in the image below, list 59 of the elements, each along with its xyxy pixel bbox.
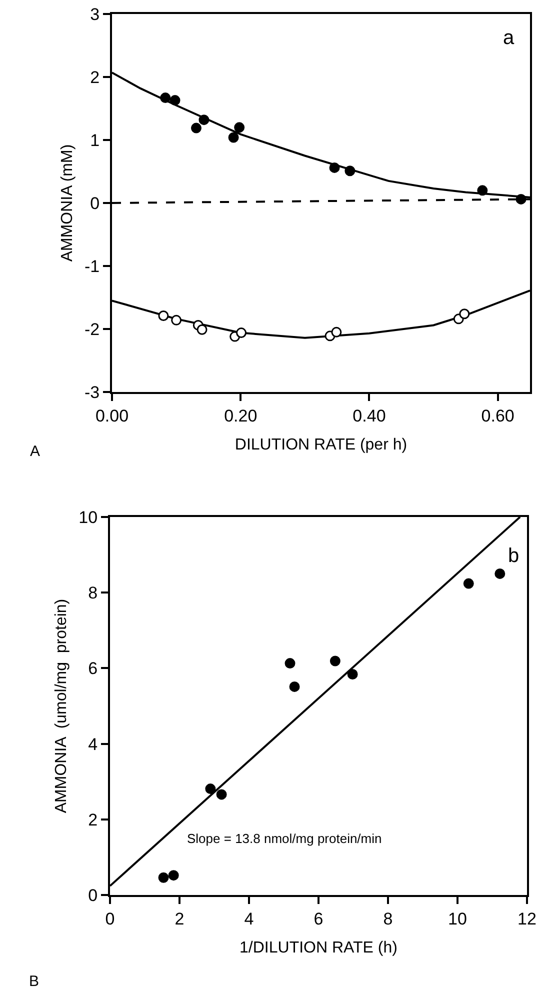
- text: B: [29, 973, 40, 987]
- point: [347, 669, 358, 680]
- x-tick-label: 10: [448, 909, 467, 928]
- point: [330, 656, 340, 666]
- annotation: a: [503, 27, 515, 49]
- y-tick-label: 8: [88, 584, 98, 603]
- point: [168, 870, 179, 881]
- y-tick-label: -2: [84, 320, 100, 339]
- point: [331, 326, 342, 338]
- point: [228, 132, 239, 143]
- x-tick-label: 2: [174, 909, 184, 928]
- x-tick-label: 4: [244, 909, 254, 928]
- x-axis-title: 1/DILUTION RATE (h): [240, 940, 398, 957]
- annotation: b: [508, 545, 520, 567]
- x-tick-label: 0.60: [481, 406, 514, 426]
- y-tick-label: 0: [90, 194, 100, 213]
- point: [236, 328, 247, 338]
- point: [284, 658, 296, 669]
- point: [158, 872, 169, 883]
- x-tick-label: 12: [518, 909, 536, 928]
- point: [205, 784, 216, 794]
- x-tick-label: 6: [314, 909, 324, 928]
- point: [494, 568, 506, 579]
- point: [171, 314, 182, 326]
- point: [158, 310, 169, 322]
- x-tick-label: 0.20: [224, 406, 258, 426]
- text: A: [30, 443, 40, 460]
- point: [289, 681, 300, 692]
- point: [190, 122, 202, 134]
- y-tick-label: 3: [90, 4, 100, 24]
- y-tick-label: 2: [90, 68, 100, 87]
- point: [216, 789, 227, 800]
- x-tick-label: 0.00: [95, 406, 129, 426]
- y-tick-label: -1: [84, 256, 100, 276]
- y-tick-label: 2: [88, 810, 98, 830]
- y-tick-label: -3: [84, 382, 100, 402]
- x-tick-label: 8: [383, 909, 393, 928]
- point: [516, 194, 526, 204]
- point: [234, 122, 245, 133]
- x-tick-label: 0.40: [352, 406, 386, 426]
- point: [459, 308, 470, 320]
- y-tick-label: 4: [88, 734, 98, 754]
- y-tick-label: 1: [90, 130, 100, 150]
- y-tick-label: 0: [88, 886, 98, 905]
- annotation: Slope = 13.8 nmol/mg protein/min: [187, 831, 382, 846]
- y-tick-label: 10: [78, 508, 98, 527]
- point: [170, 95, 180, 106]
- point: [198, 114, 210, 126]
- point: [160, 92, 171, 104]
- point: [329, 162, 340, 173]
- point: [344, 166, 356, 176]
- y-axis-title: AMMONIA (mM): [58, 144, 76, 262]
- point: [477, 185, 488, 196]
- y-tick-label: 6: [88, 659, 98, 678]
- point: [463, 578, 474, 589]
- y-axis-title: AMMONIA (umol/mg protein): [53, 598, 70, 814]
- point: [196, 324, 208, 335]
- x-axis-title: DILUTION RATE (per h): [234, 436, 408, 454]
- x-tick-label: 0: [105, 909, 115, 928]
